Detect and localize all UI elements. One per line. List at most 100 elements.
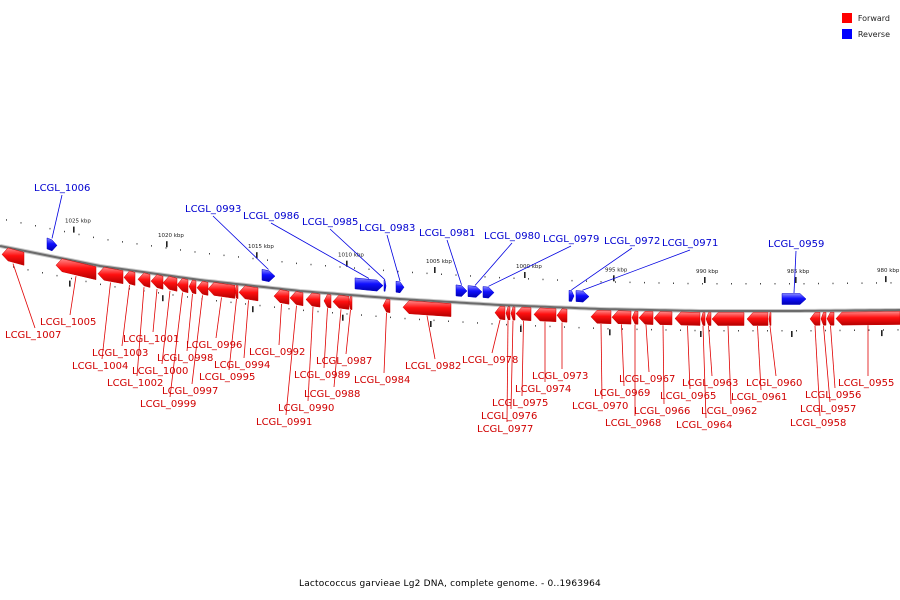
gene-lcgl-0967[interactable]: [638, 311, 654, 325]
gene-lcgl-0981[interactable]: [455, 284, 468, 297]
gene-label-lcgl-1004[interactable]: LCGL_1004: [72, 361, 128, 372]
gene-label-lcgl-0961[interactable]: LCGL_0961: [731, 392, 787, 403]
gene-lcgl-0974[interactable]: [533, 307, 557, 322]
gene-lcgl-1001[interactable]: [150, 274, 164, 290]
gene-lcgl-0992[interactable]: [273, 289, 290, 305]
gene-lcgl-0959[interactable]: [781, 293, 807, 305]
gene-lcgl-0997[interactable]: [196, 280, 209, 296]
gene-label-lcgl-0999[interactable]: LCGL_0999: [140, 399, 196, 410]
gene-label-lcgl-0955[interactable]: LCGL_0955: [838, 378, 894, 389]
gene-lcgl-0964[interactable]: [700, 312, 706, 326]
gene-lcgl-1005[interactable]: [55, 258, 97, 281]
gene-label-lcgl-0971[interactable]: LCGL_0971: [662, 238, 718, 249]
gene-label-lcgl-0984[interactable]: LCGL_0984: [354, 375, 410, 386]
gene-lcgl-0976[interactable]: [510, 306, 516, 321]
gene-lcgl-0991[interactable]: [289, 291, 304, 307]
gene-label-lcgl-0985[interactable]: LCGL_0985: [302, 217, 358, 228]
gene-label-lcgl-0970[interactable]: LCGL_0970: [572, 401, 628, 412]
gene-label-lcgl-1003[interactable]: LCGL_1003: [92, 348, 148, 359]
gene-lcgl-0995[interactable]: [234, 284, 239, 300]
gene-label-lcgl-0969[interactable]: LCGL_0969: [594, 388, 650, 399]
gene-label-lcgl-0994[interactable]: LCGL_0994: [214, 360, 270, 371]
gene-label-lcgl-0968[interactable]: LCGL_0968: [605, 418, 661, 429]
gene-label-lcgl-1007[interactable]: LCGL_1007: [5, 330, 61, 341]
gene-label-lcgl-0987[interactable]: LCGL_0987: [316, 356, 372, 367]
gene-lcgl-0975[interactable]: [515, 306, 532, 321]
gene-lcgl-0979[interactable]: [482, 286, 495, 299]
gene-lcgl-0960[interactable]: [768, 312, 772, 326]
gene-label-lcgl-0978[interactable]: LCGL_0978: [462, 355, 518, 366]
gene-lcgl-0965[interactable]: [674, 311, 701, 326]
gene-lcgl-1003[interactable]: [123, 270, 136, 286]
gene-lcgl-0982[interactable]: [402, 300, 452, 317]
gene-lcgl-0973[interactable]: [556, 308, 568, 323]
gene-lcgl-1006[interactable]: [46, 237, 58, 252]
gene-label-lcgl-0986[interactable]: LCGL_0986: [243, 211, 299, 222]
gene-label-lcgl-0982[interactable]: LCGL_0982: [405, 361, 461, 372]
gene-lcgl-1004[interactable]: [97, 266, 124, 285]
gene-lcgl-1007[interactable]: [1, 247, 25, 266]
gene-label-lcgl-0996[interactable]: LCGL_0996: [186, 340, 242, 351]
gene-label-lcgl-0991[interactable]: LCGL_0991: [256, 417, 312, 428]
gene-lcgl-0971[interactable]: [575, 290, 590, 303]
gene-lcgl-0963[interactable]: [705, 312, 712, 326]
gene-label-lcgl-0997[interactable]: LCGL_0997: [162, 386, 218, 397]
gene-lcgl-0999[interactable]: [176, 278, 189, 294]
gene-label-lcgl-0972[interactable]: LCGL_0972: [604, 236, 660, 247]
gene-label-lcgl-1006[interactable]: LCGL_1006: [34, 183, 90, 194]
gene-label-lcgl-0959[interactable]: LCGL_0959: [768, 239, 824, 250]
gene-label-lcgl-0974[interactable]: LCGL_0974: [515, 384, 571, 395]
gene-lcgl-0984[interactable]: [382, 298, 391, 313]
gene-label-lcgl-0956[interactable]: LCGL_0956: [805, 390, 861, 401]
gene-label-lcgl-0983[interactable]: LCGL_0983: [359, 223, 415, 234]
gene-label-lcgl-1001[interactable]: LCGL_1001: [123, 334, 179, 345]
gene-label-lcgl-1000[interactable]: LCGL_1000: [132, 366, 188, 377]
gene-lcgl-0985[interactable]: [383, 279, 387, 292]
gene-label-lcgl-0989[interactable]: LCGL_0989: [294, 370, 350, 381]
gene-lcgl-0970[interactable]: [590, 310, 612, 324]
gene-lcgl-0989[interactable]: [323, 294, 332, 309]
gene-lcgl-0966[interactable]: [653, 311, 673, 326]
gene-label-lcgl-0965[interactable]: LCGL_0965: [660, 391, 716, 402]
gene-lcgl-0961[interactable]: [746, 312, 769, 326]
gene-lcgl-0983[interactable]: [395, 280, 405, 294]
gene-lcgl-0987[interactable]: [348, 296, 353, 311]
gene-label-lcgl-0992[interactable]: LCGL_0992: [249, 347, 305, 358]
gene-label-lcgl-0966[interactable]: LCGL_0966: [634, 406, 690, 417]
gene-label-lcgl-0958[interactable]: LCGL_0958: [790, 418, 846, 429]
gene-lcgl-1002[interactable]: [137, 272, 151, 288]
gene-lcgl-0998[interactable]: [188, 279, 197, 295]
gene-lcgl-0990[interactable]: [305, 292, 321, 308]
gene-label-lcgl-1005[interactable]: LCGL_1005: [40, 317, 96, 328]
gene-label-lcgl-0995[interactable]: LCGL_0995: [199, 372, 255, 383]
gene-label-lcgl-0962[interactable]: LCGL_0962: [701, 406, 757, 417]
gene-label-lcgl-1002[interactable]: LCGL_1002: [107, 378, 163, 389]
gene-label-lcgl-0960[interactable]: LCGL_0960: [746, 378, 802, 389]
gene-label-lcgl-0990[interactable]: LCGL_0990: [278, 403, 334, 414]
gene-lcgl-0994[interactable]: [238, 285, 259, 302]
gene-label-lcgl-0998[interactable]: LCGL_0998: [157, 353, 213, 364]
gene-lcgl-0962[interactable]: [711, 312, 745, 326]
gene-lcgl-0968[interactable]: [631, 310, 639, 325]
gene-lcgl-0955[interactable]: [835, 311, 900, 326]
gene-label-lcgl-0977[interactable]: LCGL_0977: [477, 424, 533, 435]
gene-label-lcgl-0988[interactable]: LCGL_0988: [304, 389, 360, 400]
gene-label-lcgl-0976[interactable]: LCGL_0976: [481, 411, 537, 422]
gene-label-lcgl-0967[interactable]: LCGL_0967: [619, 374, 675, 385]
gene-label-lcgl-0975[interactable]: LCGL_0975: [492, 398, 548, 409]
gene-lcgl-0996[interactable]: [207, 282, 236, 299]
gene-label-lcgl-0979[interactable]: LCGL_0979: [543, 234, 599, 245]
gene-lcgl-0988[interactable]: [332, 294, 350, 310]
gene-lcgl-0956[interactable]: [826, 311, 835, 326]
gene-lcgl-0977[interactable]: [505, 306, 511, 321]
gene-label-lcgl-0980[interactable]: LCGL_0980: [484, 231, 540, 242]
gene-lcgl-0986[interactable]: [354, 277, 384, 292]
gene-label-lcgl-0973[interactable]: LCGL_0973: [532, 371, 588, 382]
gene-lcgl-0969[interactable]: [611, 310, 632, 325]
gene-label-lcgl-0964[interactable]: LCGL_0964: [676, 420, 732, 431]
gene-label-lcgl-0981[interactable]: LCGL_0981: [419, 228, 475, 239]
gene-lcgl-0978[interactable]: [494, 305, 506, 321]
gene-label-lcgl-0993[interactable]: LCGL_0993: [185, 204, 241, 215]
gene-label-lcgl-0963[interactable]: LCGL_0963: [682, 378, 738, 389]
gene-lcgl-0957[interactable]: [820, 311, 827, 326]
